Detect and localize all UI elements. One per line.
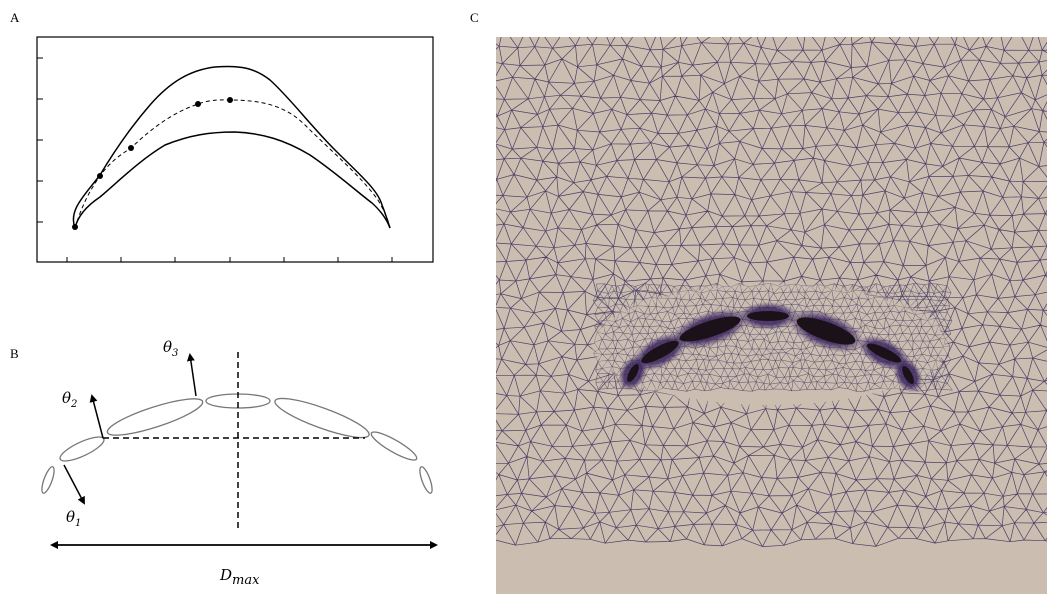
center-line: [74, 99, 391, 229]
landmarks: [72, 97, 233, 230]
inclusion: [902, 365, 914, 385]
tick-marks: [37, 57, 393, 262]
inner-contour: [74, 131, 391, 229]
inclusion: [747, 311, 789, 321]
outer-contour: [72, 65, 391, 229]
panel-label: B: [10, 346, 19, 361]
inclusion: [641, 340, 679, 364]
refinement-halo: [592, 282, 948, 408]
inclusion: [866, 343, 902, 363]
dmax-label: Dmax: [219, 566, 260, 588]
panel-b: [41, 352, 438, 549]
panel-a: [36, 36, 434, 263]
inclusion: [627, 363, 639, 383]
theta-3-label: θ3: [163, 338, 178, 359]
panel-label: A: [10, 10, 20, 25]
panel-c: [496, 37, 1047, 594]
panel-label: C: [470, 10, 479, 25]
plot-frame: [36, 36, 434, 263]
theta-2-label: θ2: [62, 389, 77, 410]
inclusion: [679, 316, 741, 342]
inclusion: [796, 317, 856, 345]
theta-1-label: θ1: [66, 508, 81, 529]
